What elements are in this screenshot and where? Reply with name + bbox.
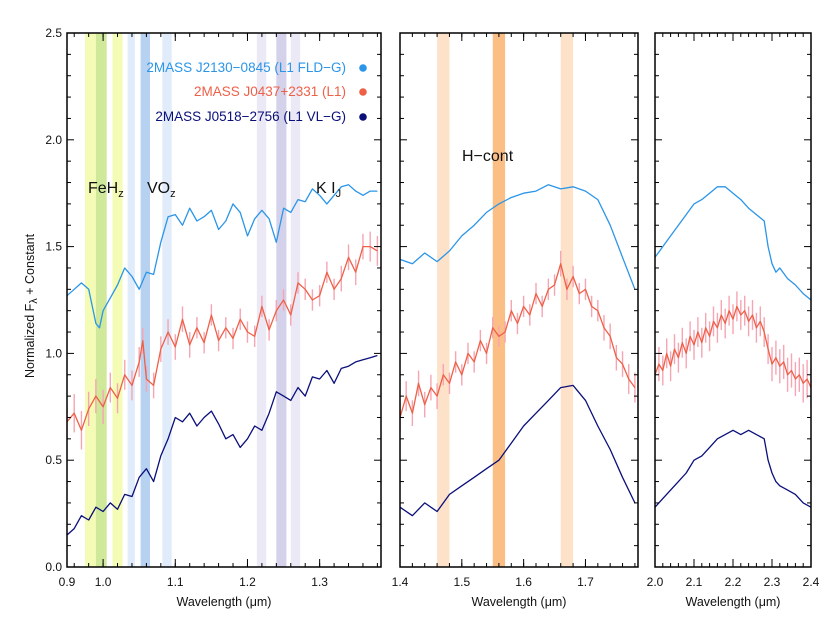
panel-j-band: 0.0 0.5 1.0 1.5 2.0 2.5 0.9 1.0 1.1 1.2 1.3 Wavelen… — [45, 26, 382, 609]
x-axis-title-k: Wavelength (μm) — [686, 595, 781, 609]
x-tick-label: 1.1 — [167, 575, 184, 589]
y-tick-label: 1.0 — [45, 346, 62, 360]
legend-label-j0437: 2MASS J0437+2331 (L1) — [194, 84, 346, 99]
ki-label: K IJ — [316, 180, 341, 200]
legend-marker-j0437 — [359, 88, 367, 96]
x-tick-label: 1.7 — [577, 575, 594, 589]
x-tick-label: 1.6 — [515, 575, 532, 589]
x-tick-label: 2.4 — [803, 575, 820, 589]
vo-label: VOz — [147, 180, 176, 200]
band-j-3 — [127, 33, 135, 567]
x-tick-label: 1.5 — [453, 575, 470, 589]
band-h-0 — [437, 33, 450, 567]
legend-marker-j2130 — [359, 64, 367, 72]
j0518-spectrum-k — [655, 429, 811, 508]
x-tick-label: 1.3 — [311, 575, 328, 589]
legend: 2MASS J2130−0845 (L1 FLD−G) 2MASS J0437+… — [146, 60, 367, 124]
x-tick-label: 1.0 — [95, 575, 112, 589]
y-tick-label: 2.5 — [45, 26, 62, 40]
errorbars-k — [655, 291, 811, 407]
y-tick-label: 0.0 — [45, 560, 62, 574]
j0437-spectrum-k — [655, 305, 811, 388]
x-axis-title-j: Wavelength (μm) — [177, 595, 272, 609]
j0518-spectrum-h — [400, 384, 636, 517]
band-j-4 — [140, 33, 151, 567]
errorbars-h — [400, 250, 636, 433]
j2130-spectrum-j — [67, 184, 378, 329]
j2130-spectrum-h — [400, 184, 636, 290]
y-tick-label: 0.5 — [45, 453, 62, 467]
x-tick-label: 1.4 — [392, 575, 409, 589]
panel-frame-h — [399, 32, 639, 568]
legend-label-j2130: 2MASS J2130−0845 (L1 FLD−G) — [146, 60, 346, 75]
panel-k-band: 2.0 2.1 2.2 2.3 2.4 Wavelength (μm) — [647, 32, 820, 609]
band-j-1 — [95, 33, 107, 567]
panel-h-band: 1.4 1.5 1.6 1.7 Wavelength (μm) — [392, 32, 639, 609]
legend-marker-j0518 — [359, 113, 367, 121]
band-j-7 — [276, 33, 287, 567]
x-tick-label: 2.2 — [725, 575, 742, 589]
x-tick-label: 2.1 — [686, 575, 703, 589]
panel-frame-k — [654, 32, 812, 568]
x-axis-title-h: Wavelength (μm) — [472, 595, 567, 609]
x-tick-label: 2.0 — [647, 575, 664, 589]
panel-frame-j — [66, 32, 382, 568]
j2130-spectrum-k — [655, 186, 811, 301]
band-j-5 — [162, 33, 172, 567]
feh-label: FeHz — [88, 180, 124, 200]
band-j-2 — [112, 33, 123, 567]
legend-label-j0518: 2MASS J0518−2756 (L1 VL−G) — [155, 109, 346, 124]
y-tick-label: 1.5 — [45, 240, 62, 254]
x-tick-label: 2.3 — [764, 575, 781, 589]
x-tick-label: 1.2 — [239, 575, 256, 589]
j0518-spectrum-j — [67, 354, 378, 536]
j0437-spectrum-h — [400, 263, 636, 418]
y-axis-title: Normalized Fλ + Constant — [23, 233, 40, 378]
band-h-1 — [492, 33, 506, 567]
x-tick-label: 0.9 — [59, 575, 76, 589]
j0437-spectrum-j — [67, 245, 378, 431]
band-j-8 — [290, 33, 301, 567]
y-tick-label: 2.0 — [45, 133, 62, 147]
hcont-label: H−cont — [462, 148, 514, 165]
